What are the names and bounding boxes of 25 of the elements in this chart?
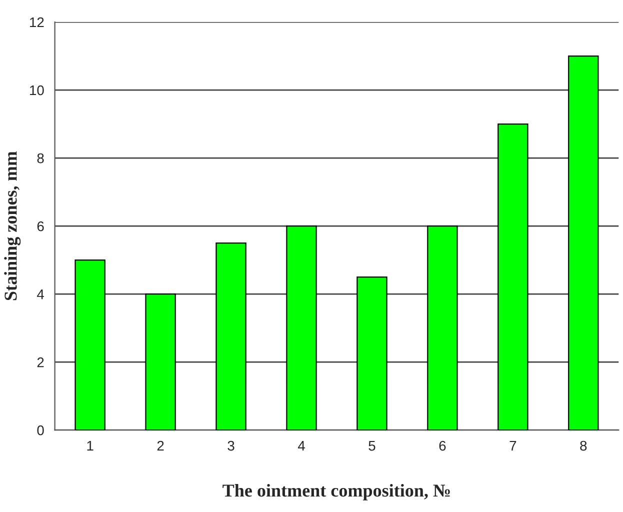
y-tick-label: 12 xyxy=(30,17,44,28)
x-tick-label: 6 xyxy=(439,440,446,451)
y-tick-label: 8 xyxy=(37,153,44,164)
y-axis-title: Staining zones, mm xyxy=(4,151,21,300)
bar xyxy=(356,276,388,430)
y-tick-label: 0 xyxy=(37,425,44,436)
x-tick-label: 3 xyxy=(228,440,234,451)
x-tick-label: 2 xyxy=(157,440,164,451)
bar xyxy=(568,55,599,430)
x-axis-title: The ointment composition, № xyxy=(222,484,450,500)
bar xyxy=(427,225,458,430)
x-tick-label: 7 xyxy=(510,441,516,451)
x-tick-label: 4 xyxy=(298,441,305,451)
bar xyxy=(216,242,246,430)
y-tick-label: 2 xyxy=(37,357,44,368)
bar xyxy=(145,294,176,430)
x-tick-label: 5 xyxy=(368,441,376,451)
y-tick-label: 6 xyxy=(37,221,44,232)
y-tick-label: 4 xyxy=(37,290,44,300)
x-tick-label: 8 xyxy=(580,440,587,451)
y-tick-label: 10 xyxy=(30,85,44,96)
bar xyxy=(498,123,528,430)
bar xyxy=(74,260,106,430)
x-tick-label: 1 xyxy=(87,441,94,451)
bar xyxy=(286,225,317,430)
